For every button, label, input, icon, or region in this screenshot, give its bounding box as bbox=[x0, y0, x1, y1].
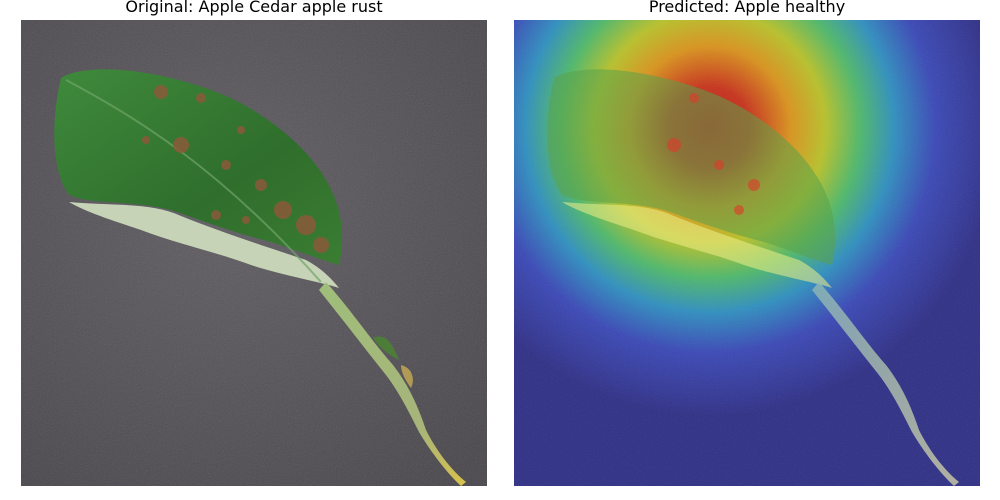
predicted-title: Predicted: Apple healthy bbox=[648, 0, 846, 16]
heatmap-image bbox=[514, 20, 980, 486]
original-title: Original: Apple Cedar apple rust bbox=[125, 0, 383, 16]
original-image bbox=[21, 20, 487, 486]
original-leaf-photo bbox=[21, 20, 487, 486]
heatmap-overlay bbox=[514, 20, 980, 486]
